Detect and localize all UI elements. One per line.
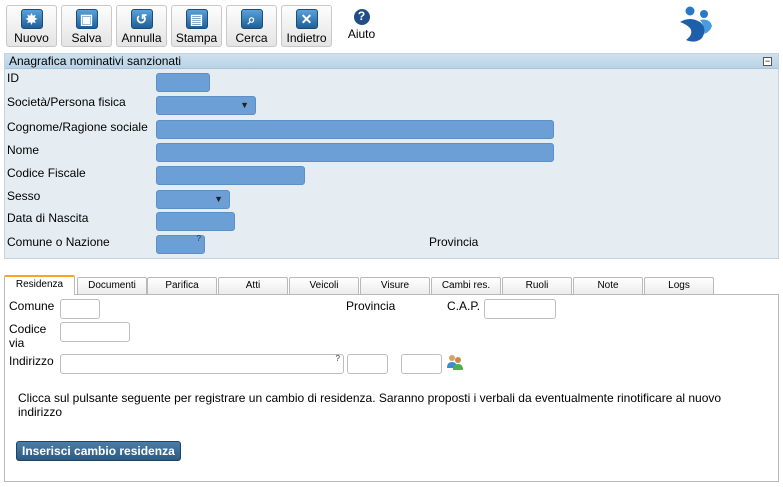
nome-label: Nome: [7, 143, 40, 157]
sesso-label: Sesso: [7, 189, 41, 203]
help-icon: ?: [353, 9, 370, 25]
annulla-button[interactable]: ↺ Annulla: [116, 5, 167, 47]
users-icon[interactable]: [446, 353, 464, 371]
stampa-label: Stampa: [175, 31, 218, 45]
codice-via-input[interactable]: [60, 322, 130, 342]
tab-parifica[interactable]: Parifica: [147, 277, 217, 294]
tab-logs[interactable]: Logs: [644, 277, 714, 294]
tipo-label: Società/Persona fisica: [7, 95, 126, 109]
app-logo-icon: [680, 6, 712, 42]
codice-via-label-1: Codice: [9, 322, 47, 336]
tab-ruoli[interactable]: Ruoli: [502, 277, 572, 294]
indietro-button[interactable]: ✕ Indietro: [281, 5, 332, 47]
aiuto-label: Aiuto: [347, 27, 376, 41]
indirizzo-label: Indirizzo: [9, 354, 54, 368]
sesso-select[interactable]: [156, 190, 230, 209]
residenza-panel: Comune Provincia C.A.P. Codice via Indir…: [4, 294, 779, 482]
indirizzo-input[interactable]: [60, 354, 344, 374]
new-icon: ✸: [20, 9, 43, 29]
search-icon: ⌕: [240, 9, 263, 29]
inserisci-cambio-residenza-button[interactable]: Inserisci cambio residenza: [16, 441, 181, 461]
anagrafica-panel: Anagrafica nominativi sanzionati − ID So…: [4, 53, 779, 259]
tipo-select[interactable]: [156, 96, 256, 115]
codice-fiscale-field[interactable]: [156, 166, 305, 185]
comune-nazione-label: Comune o Nazione: [7, 235, 110, 249]
cap-input[interactable]: [484, 299, 556, 319]
aiuto-button[interactable]: ? Aiuto: [336, 5, 387, 47]
id-field[interactable]: [156, 73, 210, 92]
cognome-label: Cognome/Ragione sociale: [7, 120, 148, 134]
annulla-label: Annulla: [121, 31, 162, 45]
nuovo-button[interactable]: ✸ Nuovo: [6, 5, 57, 47]
tab-atti[interactable]: Atti: [218, 277, 288, 294]
cerca-button[interactable]: ⌕ Cerca: [226, 5, 277, 47]
panel-header: Anagrafica nominativi sanzionati −: [5, 54, 778, 69]
cognome-field[interactable]: [156, 120, 554, 139]
nuovo-label: Nuovo: [14, 31, 49, 45]
nascita-label: Data di Nascita: [7, 211, 89, 225]
id-label: ID: [7, 71, 19, 85]
info-message: Clicca sul pulsante seguente per registr…: [18, 391, 722, 419]
print-icon: ▤: [185, 9, 208, 29]
esponente-input[interactable]: [401, 354, 442, 374]
salva-label: Salva: [71, 31, 102, 45]
nome-field[interactable]: [156, 143, 554, 162]
cerca-label: Cerca: [235, 31, 268, 45]
back-icon: ✕: [295, 9, 318, 29]
tab-cambi-res[interactable]: Cambi res.: [431, 277, 501, 294]
collapse-icon[interactable]: −: [763, 56, 772, 66]
salva-button[interactable]: ▣ Salva: [61, 5, 112, 47]
comune-input[interactable]: [60, 299, 100, 319]
tab-residenza[interactable]: Residenza: [4, 275, 75, 295]
codice-via-label-2: via: [9, 336, 25, 350]
cf-label: Codice Fiscale: [7, 166, 86, 180]
undo-icon: ↺: [130, 9, 153, 29]
indietro-label: Indietro: [286, 31, 327, 45]
tab-documenti[interactable]: Documenti: [77, 277, 147, 294]
cap-label: C.A.P.: [447, 299, 481, 313]
tab-visure[interactable]: Visure: [360, 277, 430, 294]
tab-note[interactable]: Note: [573, 277, 643, 294]
comune-label: Comune: [9, 299, 55, 313]
stampa-button[interactable]: ▤ Stampa: [171, 5, 222, 47]
data-nascita-field[interactable]: [156, 212, 235, 231]
save-icon: ▣: [75, 9, 98, 29]
provincia-res-label: Provincia: [346, 299, 396, 313]
tab-veicoli[interactable]: Veicoli: [289, 277, 359, 294]
comune-nazione-field[interactable]: [156, 234, 205, 254]
provincia-label: Provincia: [429, 235, 479, 249]
panel-title: Anagrafica nominativi sanzionati: [9, 54, 182, 68]
civico-input[interactable]: [347, 354, 388, 374]
